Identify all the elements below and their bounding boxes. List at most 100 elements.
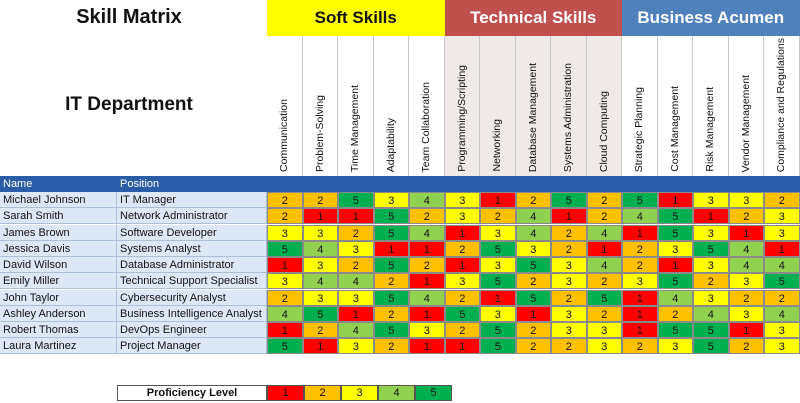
score-cell[interactable]: 4 <box>338 322 374 338</box>
score-cell[interactable]: 1 <box>267 322 303 338</box>
position-column-header[interactable]: Position <box>120 178 160 190</box>
score-cell[interactable]: 2 <box>586 208 622 225</box>
employee-position[interactable]: Systems Analyst <box>117 240 267 257</box>
score-cell[interactable]: 5 <box>480 273 516 290</box>
name-column-header[interactable]: Name <box>3 178 33 190</box>
score-cell[interactable]: 5 <box>480 240 516 257</box>
score-cell[interactable]: 4 <box>409 192 445 208</box>
score-cell[interactable]: 2 <box>728 289 764 306</box>
score-cell[interactable]: 3 <box>302 257 338 273</box>
score-cell[interactable]: 3 <box>444 192 480 208</box>
score-cell[interactable]: 5 <box>480 322 516 338</box>
score-cell[interactable]: 5 <box>267 338 303 355</box>
score-cell[interactable]: 3 <box>693 257 729 273</box>
score-cell[interactable]: 3 <box>444 208 480 225</box>
score-cell[interactable]: 2 <box>515 273 551 290</box>
score-cell[interactable]: 3 <box>515 240 551 257</box>
score-cell[interactable]: 3 <box>480 257 516 273</box>
score-cell[interactable]: 3 <box>657 240 693 257</box>
score-cell[interactable]: 4 <box>515 224 551 241</box>
score-cell[interactable]: 3 <box>693 289 729 306</box>
score-cell[interactable]: 3 <box>622 273 658 290</box>
score-cell[interactable]: 2 <box>693 273 729 290</box>
score-cell[interactable]: 5 <box>693 240 729 257</box>
score-cell[interactable]: 3 <box>693 192 729 208</box>
employee-name[interactable]: Michael Johnson <box>0 192 117 208</box>
score-cell[interactable]: 1 <box>373 240 409 257</box>
score-cell[interactable]: 2 <box>302 192 338 208</box>
score-cell[interactable]: 2 <box>338 257 374 273</box>
score-cell[interactable]: 2 <box>551 224 587 241</box>
employee-name[interactable]: Jessica Davis <box>0 240 117 257</box>
score-cell[interactable]: 5 <box>515 257 551 273</box>
score-cell[interactable]: 2 <box>338 224 374 241</box>
score-cell[interactable]: 5 <box>764 273 800 290</box>
score-cell[interactable]: 5 <box>515 289 551 306</box>
employee-position[interactable]: Project Manager <box>117 338 267 355</box>
employee-name[interactable]: David Wilson <box>0 257 117 273</box>
score-cell[interactable]: 3 <box>480 224 516 241</box>
score-cell[interactable]: 2 <box>267 289 303 306</box>
score-cell[interactable]: 1 <box>693 208 729 225</box>
score-cell[interactable]: 4 <box>302 273 338 290</box>
score-cell[interactable]: 1 <box>338 305 374 322</box>
employee-name[interactable]: Robert Thomas <box>0 322 117 338</box>
score-cell[interactable]: 3 <box>302 224 338 241</box>
score-cell[interactable]: 1 <box>622 305 658 322</box>
score-cell[interactable]: 5 <box>373 208 409 225</box>
score-cell[interactable]: 3 <box>586 322 622 338</box>
score-cell[interactable]: 2 <box>515 338 551 355</box>
score-cell[interactable]: 1 <box>657 192 693 208</box>
score-cell[interactable]: 3 <box>551 305 587 322</box>
score-cell[interactable]: 5 <box>480 338 516 355</box>
score-cell[interactable]: 3 <box>267 224 303 241</box>
score-cell[interactable]: 4 <box>693 305 729 322</box>
score-cell[interactable]: 5 <box>657 208 693 225</box>
score-cell[interactable]: 5 <box>373 322 409 338</box>
employee-position[interactable]: Network Administrator <box>117 208 267 225</box>
score-cell[interactable]: 1 <box>302 208 338 225</box>
score-cell[interactable]: 2 <box>551 338 587 355</box>
score-cell[interactable]: 1 <box>728 322 764 338</box>
score-cell[interactable]: 1 <box>267 257 303 273</box>
score-cell[interactable]: 3 <box>764 322 800 338</box>
score-cell[interactable]: 2 <box>622 240 658 257</box>
employee-name[interactable]: Sarah Smith <box>0 208 117 225</box>
score-cell[interactable]: 3 <box>267 273 303 290</box>
score-cell[interactable]: 5 <box>338 192 374 208</box>
score-cell[interactable]: 2 <box>409 257 445 273</box>
score-cell[interactable]: 2 <box>373 305 409 322</box>
score-cell[interactable]: 2 <box>728 208 764 225</box>
score-cell[interactable]: 3 <box>551 257 587 273</box>
score-cell[interactable]: 1 <box>444 338 480 355</box>
score-cell[interactable]: 3 <box>338 338 374 355</box>
score-cell[interactable]: 5 <box>586 289 622 306</box>
score-cell[interactable]: 3 <box>551 322 587 338</box>
score-cell[interactable]: 1 <box>338 208 374 225</box>
score-cell[interactable]: 2 <box>551 289 587 306</box>
score-cell[interactable]: 3 <box>728 305 764 322</box>
score-cell[interactable]: 2 <box>622 257 658 273</box>
score-cell[interactable]: 5 <box>373 257 409 273</box>
score-cell[interactable]: 3 <box>480 305 516 322</box>
score-cell[interactable]: 4 <box>657 289 693 306</box>
score-cell[interactable]: 1 <box>551 208 587 225</box>
score-cell[interactable]: 4 <box>515 208 551 225</box>
score-cell[interactable]: 5 <box>551 192 587 208</box>
score-cell[interactable]: 3 <box>728 192 764 208</box>
score-cell[interactable]: 1 <box>480 192 516 208</box>
employee-name[interactable]: Emily Miller <box>0 273 117 290</box>
score-cell[interactable]: 3 <box>338 289 374 306</box>
score-cell[interactable]: 5 <box>657 224 693 241</box>
score-cell[interactable]: 2 <box>480 208 516 225</box>
score-cell[interactable]: 1 <box>302 338 338 355</box>
employee-name[interactable]: Laura Martinez <box>0 338 117 355</box>
score-cell[interactable]: 4 <box>409 224 445 241</box>
score-cell[interactable]: 5 <box>657 273 693 290</box>
score-cell[interactable]: 2 <box>728 338 764 355</box>
score-cell[interactable]: 2 <box>515 192 551 208</box>
score-cell[interactable]: 3 <box>586 338 622 355</box>
score-cell[interactable]: 2 <box>657 305 693 322</box>
score-cell[interactable]: 5 <box>302 305 338 322</box>
score-cell[interactable]: 3 <box>338 240 374 257</box>
